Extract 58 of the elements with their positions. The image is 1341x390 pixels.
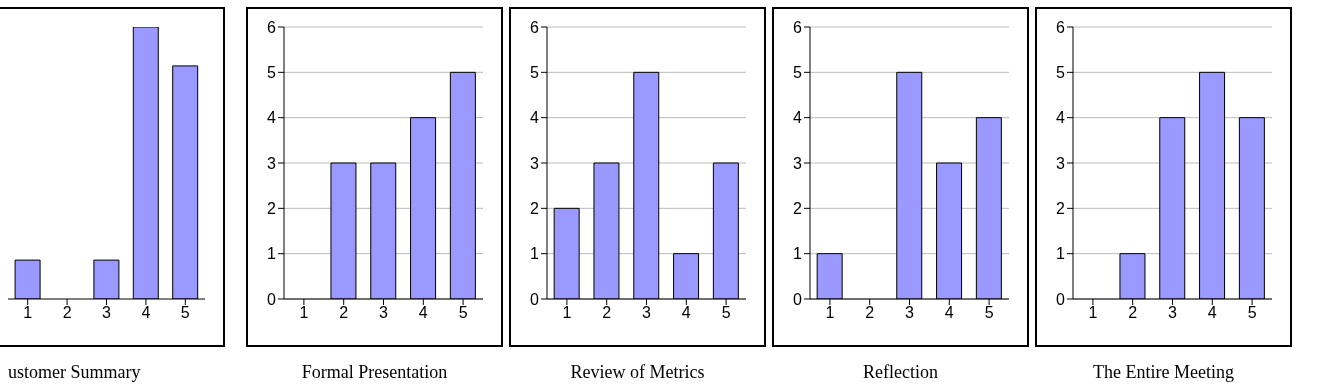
y-tick-label: 3 [267, 154, 277, 172]
x-tick-label: 3 [1168, 304, 1178, 322]
x-tick-label: 5 [721, 304, 731, 322]
y-tick-label: 5 [793, 64, 803, 82]
y-tick-label: 2 [530, 200, 540, 218]
x-tick-label: 3 [905, 304, 915, 322]
x-tick-label: 2 [1128, 304, 1138, 322]
x-tick-label: 5 [1247, 304, 1257, 322]
x-tick-label: 4 [1207, 304, 1217, 322]
y-tick-label: 0 [530, 290, 540, 308]
x-tick-label: 2 [339, 304, 349, 322]
x-tick-label: 5 [984, 304, 994, 322]
x-tick-label: 4 [418, 304, 428, 322]
x-tick-label: 3 [379, 304, 389, 322]
text: ustomer Summary [8, 362, 142, 383]
y-tick-label: 1 [793, 245, 803, 263]
text: The Entire Meeting [1092, 362, 1235, 383]
x-tick-label: 3 [102, 304, 112, 322]
x-tick-label: 4 [681, 304, 691, 322]
y-tick-label: 5 [530, 64, 540, 82]
x-tick-label: 1 [562, 304, 572, 322]
y-tick-label: 5 [267, 64, 277, 82]
x-tick-label: 4 [141, 304, 151, 322]
x-tick-label: 5 [180, 304, 190, 322]
y-tick-label: 0 [267, 290, 277, 308]
y-tick-label: 4 [267, 109, 277, 127]
y-tick-label: 6 [793, 18, 803, 36]
x-tick-label: 3 [642, 304, 652, 322]
y-tick-label: 3 [793, 154, 803, 172]
x-tick-label: 1 [23, 304, 33, 322]
y-tick-label: 3 [530, 154, 540, 172]
y-tick-label: 1 [1056, 245, 1066, 263]
y-tick-label: 1 [267, 245, 277, 263]
y-tick-label: 2 [793, 200, 803, 218]
x-tick-label: 1 [825, 304, 835, 322]
x-tick-label: 1 [1088, 304, 1098, 322]
x-tick-label: 2 [602, 304, 612, 322]
y-tick-label: 5 [1056, 64, 1066, 82]
x-tick-label: 1 [299, 304, 309, 322]
y-tick-label: 6 [530, 18, 540, 36]
text: Review of Metrics [569, 362, 706, 383]
y-tick-label: 2 [1056, 200, 1066, 218]
y-tick-label: 0 [1056, 290, 1066, 308]
x-tick-label: 2 [62, 304, 72, 322]
x-tick-label: 4 [944, 304, 954, 322]
y-tick-label: 2 [267, 200, 277, 218]
text: Reflection [862, 362, 939, 383]
y-tick-label: 1 [530, 245, 540, 263]
text: Formal Presentation [300, 362, 449, 383]
x-tick-label: 5 [458, 304, 468, 322]
x-tick-label: 2 [865, 304, 875, 322]
y-tick-label: 4 [530, 109, 540, 127]
y-tick-label: 6 [267, 18, 277, 36]
y-tick-label: 3 [1056, 154, 1066, 172]
y-tick-label: 0 [793, 290, 803, 308]
y-tick-label: 4 [1056, 109, 1066, 127]
y-tick-label: 6 [1056, 18, 1066, 36]
y-tick-label: 4 [793, 109, 803, 127]
